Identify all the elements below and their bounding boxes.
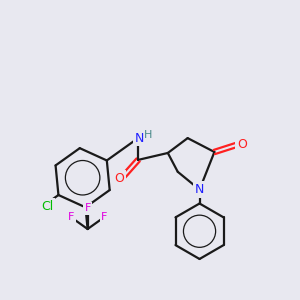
Text: H: H (144, 130, 152, 140)
Text: O: O (114, 172, 124, 185)
Text: F: F (68, 212, 74, 222)
Text: F: F (101, 212, 108, 222)
Text: F: F (84, 203, 91, 213)
Text: O: O (237, 138, 247, 151)
Text: N: N (134, 132, 144, 145)
Text: Cl: Cl (41, 200, 53, 213)
Text: N: N (195, 183, 204, 196)
